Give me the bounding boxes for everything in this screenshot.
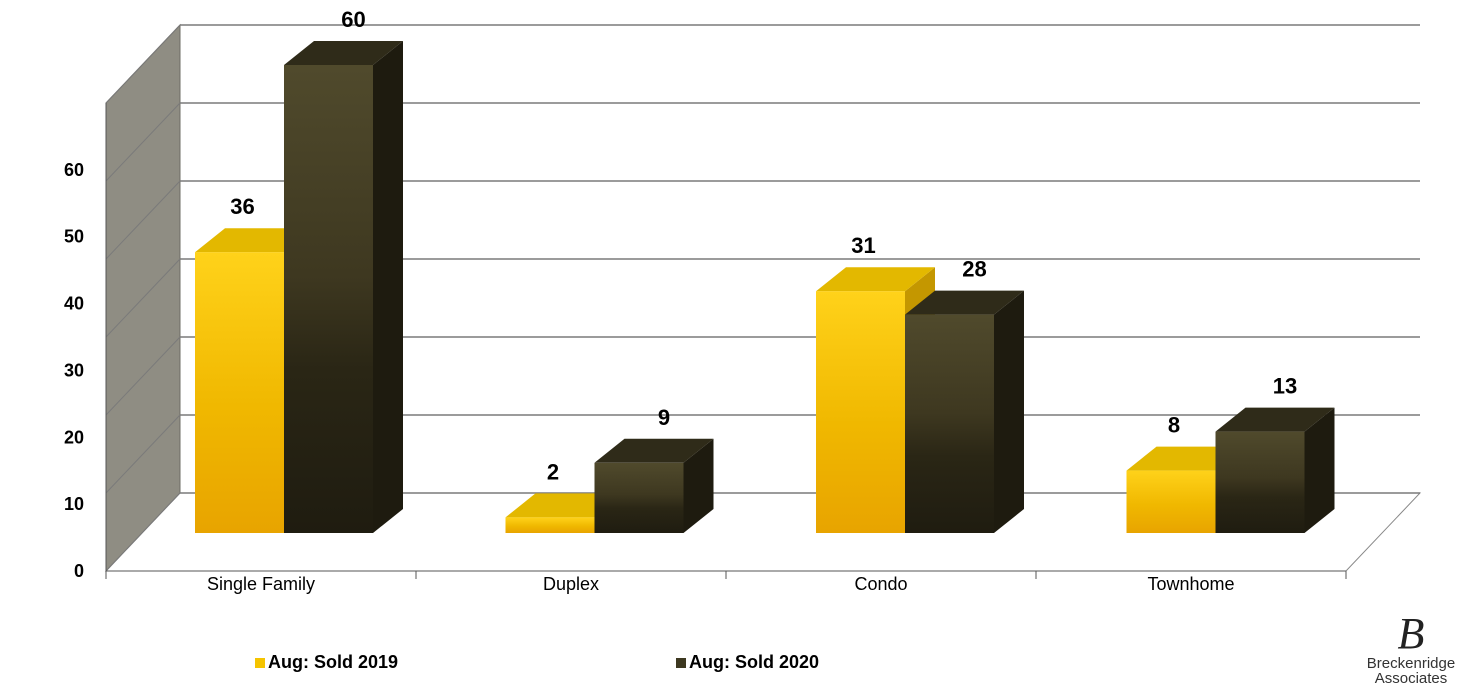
logo-monogram: B [1397,609,1425,658]
y-tick-label: 20 [64,427,84,447]
data-label: 60 [341,7,365,32]
legend-item-2020: Aug: Sold 2020 [676,652,819,673]
bar [816,291,905,533]
x-tick-label: Condo [854,574,907,594]
y-tick-label: 60 [64,160,84,180]
y-tick-label: 40 [64,294,84,314]
bar-side [1304,407,1335,533]
bar-top [905,290,1024,315]
logo-name: Breckenridge Associates [1340,656,1482,683]
x-tick-label: Single Family [207,574,315,594]
grid-diagonal [105,258,181,338]
data-label: 31 [851,233,875,258]
x-tick-label: Townhome [1147,574,1234,594]
x-tick-label: Duplex [543,574,599,594]
data-label: 36 [230,194,254,219]
y-tick-label: 50 [64,227,84,247]
bar-chart: 0 10 20 30 40 50 60 Single Family Duplex Condo Tow… [64,7,1422,594]
y-tick-label: 30 [64,360,84,380]
data-label: 8 [1168,413,1180,438]
data-label: 9 [658,405,670,430]
grid-diagonal [105,414,181,494]
bar [905,314,994,533]
brand-logo: B Breckenridge Associates [1340,608,1482,683]
bar-side [683,438,714,533]
grid-diagonal [105,24,181,104]
bar-top [816,267,935,292]
grid-diagonal [105,336,181,416]
data-label: 13 [1273,374,1297,399]
bar-top [594,438,714,463]
legend-swatch-2019 [255,657,265,668]
bar-side [994,290,1024,533]
legend-item-2019: Aug: Sold 2019 [255,652,398,673]
grid-diagonal [105,492,181,572]
grid-diagonal [105,180,181,260]
bar-top [284,41,403,65]
bar [505,517,595,533]
bar [284,65,373,533]
data-label: 2 [547,459,559,484]
bar-top [1215,407,1335,432]
bar-side [373,41,403,533]
legend-label-2020: Aug: Sold 2020 [689,652,820,672]
grid-diagonal [105,102,181,182]
logo-line2: Associates [1374,670,1448,683]
legend-label-2019: Aug: Sold 2019 [268,652,399,672]
logo-line1: Breckenridge [1366,655,1456,672]
bar [195,252,284,533]
bar [1215,431,1305,533]
y-tick-label: 0 [74,561,84,581]
bar [594,462,684,533]
legend-swatch-2020 [676,657,686,668]
data-label: 28 [962,257,986,282]
bar [1126,470,1216,533]
y-tick-label: 10 [64,494,84,514]
